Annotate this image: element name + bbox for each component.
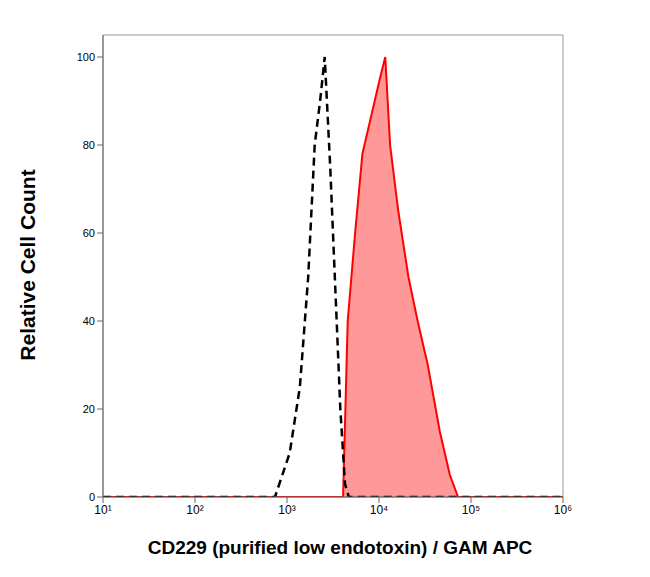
- svg-text:10³: 10³: [278, 503, 295, 517]
- svg-text:10²: 10²: [186, 503, 203, 517]
- svg-text:10⁴: 10⁴: [370, 503, 389, 517]
- svg-text:10⁵: 10⁵: [462, 503, 480, 517]
- svg-text:10⁶: 10⁶: [554, 503, 572, 517]
- svg-text:20: 20: [83, 403, 95, 415]
- html-text:Relative Cell Count: Relative Cell Count: [16, 169, 39, 361]
- svg-text:60: 60: [83, 227, 95, 239]
- svg-text:80: 80: [83, 139, 95, 151]
- svg-text:0: 0: [89, 491, 95, 503]
- svg-text:100: 100: [77, 51, 95, 63]
- svg-text:40: 40: [83, 315, 95, 327]
- html-text:CD229 (purified low endotoxin): CD229 (purified low endotoxin) / GAM APC: [147, 537, 533, 558]
- svg-text:10¹: 10¹: [94, 503, 111, 517]
